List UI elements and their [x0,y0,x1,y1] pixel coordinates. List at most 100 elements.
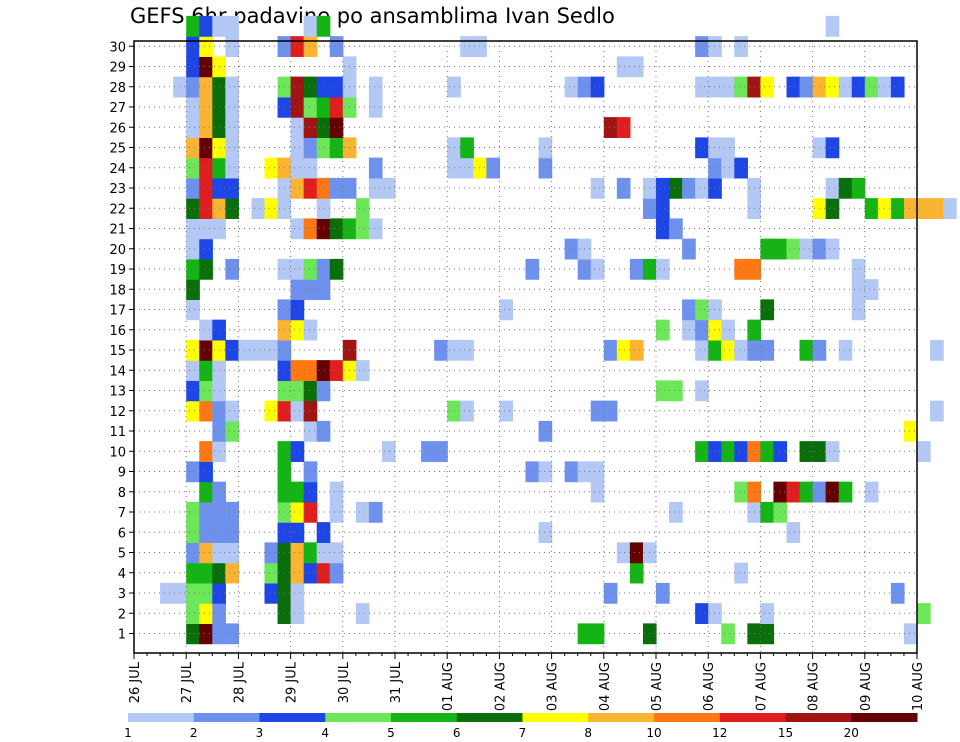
heatmap-cell [851,279,866,300]
heatmap-cell [199,380,213,402]
heatmap-cell [734,441,748,462]
heatmap-cell [316,177,331,199]
heatmap-cell [890,582,905,604]
x-tick-label: 02 AUG [493,662,508,711]
colorbar-label: 7 [519,726,527,740]
heatmap-cell [199,96,213,118]
y-tick-label: 8 [118,486,126,501]
heatmap-cell [760,501,775,523]
heatmap-cell [303,96,318,118]
heatmap-cell [708,319,722,341]
heatmap-cell [838,76,853,98]
heatmap-cell [225,562,239,584]
y-tick-label: 1 [118,628,126,643]
heatmap-cell [316,198,331,219]
heatmap-cell [225,177,239,199]
heatmap-cell [669,380,683,402]
heatmap-cell [695,36,709,57]
heatmap-cell [564,461,579,483]
heatmap-cell [290,157,305,179]
colorbar-swatch [654,713,721,722]
heatmap-cell [303,360,318,381]
heatmap-cell [329,117,344,138]
heatmap-cell [290,501,305,523]
colorbar-label: 6 [453,726,461,740]
y-tick-label: 6 [118,526,126,541]
heatmap-cell [656,258,670,280]
heatmap-cell [695,137,709,159]
heatmap-cell [708,76,722,98]
heatmap-cell [290,319,305,341]
heatmap-cell [355,360,370,381]
heatmap-cell [290,299,305,321]
heatmap-cell [329,562,344,584]
heatmap-cell [290,177,305,199]
heatmap-cell [329,137,344,159]
heatmap-cell [669,177,683,199]
heatmap-cell [695,177,709,199]
heatmap-cell [199,339,213,361]
heatmap-cell [864,481,879,503]
heatmap-cell [930,339,944,361]
heatmap-cell [825,137,840,159]
heatmap-cell [656,177,670,199]
heatmap-cell [329,76,344,98]
heatmap-cell [538,420,553,442]
heatmap-cell [303,218,318,240]
heatmap-cell [316,380,331,402]
heatmap-cell [199,319,213,341]
heatmap-cell [760,76,775,98]
heatmap-cell [303,562,318,584]
heatmap-cell [721,137,735,159]
heatmap-cell [303,461,318,483]
heatmap-cell [917,198,931,219]
heatmap-cell [225,501,239,523]
colorbar-swatch [325,713,392,722]
heatmap-cell [460,339,474,361]
heatmap-cell [199,76,213,98]
colorbar-label: 10 [646,726,661,740]
y-tick-label: 30 [109,40,126,55]
heatmap-cell [199,501,213,523]
heatmap-cell [825,15,840,37]
heatmap-cell [186,36,200,57]
heatmap-cell [629,542,644,564]
heatmap-cell [225,623,239,645]
heatmap-cell [538,137,553,159]
heatmap-cell [303,76,318,98]
heatmap-cell [799,441,814,462]
heatmap-cell [186,117,200,138]
heatmap-cell [199,137,213,159]
colorbar-label: 3 [256,726,264,740]
heatmap-cell [682,177,696,199]
heatmap-cell [186,339,200,361]
x-tick-label: 30 JUL [337,661,352,703]
heatmap-cell [225,117,239,138]
heatmap-cell [303,137,318,159]
heatmap-cell [721,339,735,361]
heatmap-cell [590,461,605,483]
heatmap-cell [290,137,305,159]
heatmap-cell [186,461,200,483]
heatmap-cell [316,137,331,159]
heatmap-cell [434,441,448,462]
heatmap-cell [851,299,866,321]
heatmap-cell [186,623,200,645]
heatmap-cell [186,157,200,179]
heatmap-cell [290,258,305,280]
heatmap-cell [199,218,213,240]
heatmap-cell [434,339,448,361]
heatmap-cell [890,198,905,219]
heatmap-cell [903,198,918,219]
colorbar-swatch [851,713,918,722]
heatmap-cell [708,339,722,361]
heatmap-cell [186,501,200,523]
heatmap-cell [303,420,318,442]
heatmap-cell [264,400,279,422]
heatmap-cell [864,198,879,219]
heatmap-cell [656,582,670,604]
heatmap-cell [225,15,239,37]
heatmap-cell [682,238,696,260]
heatmap-cell [603,339,618,361]
heatmap-cell [799,481,814,503]
